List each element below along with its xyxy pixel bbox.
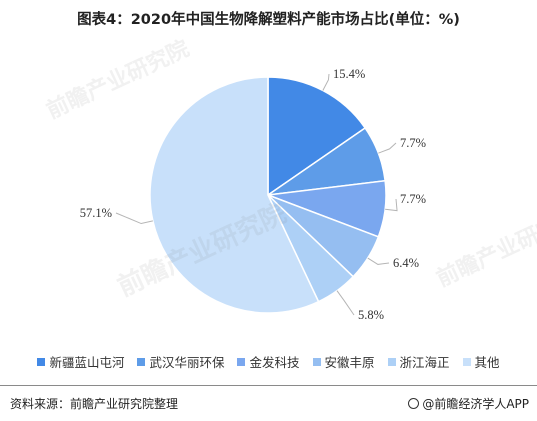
legend-label-3: 金发科技 (249, 355, 300, 370)
leader-line-5 (336, 290, 355, 316)
data-label-1: 15.4% (333, 67, 365, 81)
leader-line-3 (385, 198, 398, 212)
pie-slices (149, 76, 387, 314)
data-label-6: 57.1% (80, 206, 112, 220)
data-label-5: 5.8% (358, 308, 384, 322)
legend-swatch-6 (462, 357, 471, 366)
legend-item-3: 金发科技 (237, 352, 300, 371)
chart-title: 图表4：2020年中国生物降解塑料产能市场占比(单位：%) (77, 12, 460, 28)
pie-chart: 15.4% 7.7% 7.7% 6.4% 5.8% 57.1% (80, 67, 426, 322)
brand-label: @前瞻经济学人APP (422, 397, 529, 411)
leader-line-4 (367, 257, 390, 265)
brand-logo-icon (408, 398, 420, 409)
pie-slice-6 (149, 76, 320, 314)
legend: 新疆蓝山屯河 武汉华丽环保 金发科技 安徽丰原 浙江海正 其他 (0, 352, 537, 371)
legend-label-2: 武汉华丽环保 (149, 355, 225, 370)
legend-label-1: 新疆蓝山屯河 (49, 355, 125, 370)
data-label-4: 6.4% (393, 256, 419, 270)
data-labels: 15.4% 7.7% 7.7% 6.4% 5.8% 57.1% (80, 67, 426, 322)
legend-label-4: 安徽丰原 (324, 355, 375, 370)
legend-item-6: 其他 (462, 352, 500, 371)
leader-line-6 (115, 212, 153, 225)
legend-item-2: 武汉华丽环保 (137, 352, 224, 371)
leader-line-1 (322, 73, 330, 91)
legend-swatch-2 (137, 357, 146, 366)
data-label-2: 7.7% (400, 136, 426, 150)
legend-label-6: 其他 (474, 355, 500, 370)
source-note: 资料来源：前瞻产业研究院整理 (10, 397, 179, 411)
legend-item-4: 安徽丰原 (312, 352, 375, 371)
pie-slice-1 (267, 76, 367, 197)
brand-credit: @前瞻经济学人APP (408, 395, 529, 412)
leader-line-2 (378, 142, 397, 154)
legend-swatch-4 (312, 357, 321, 366)
legend-swatch-1 (37, 357, 46, 366)
leader-lines (115, 73, 398, 316)
footer: 资料来源：前瞻产业研究院整理 @前瞻经济学人APP (0, 385, 537, 421)
data-label-3: 7.7% (400, 192, 426, 206)
legend-item-1: 新疆蓝山屯河 (37, 352, 124, 371)
legend-swatch-5 (387, 357, 396, 366)
legend-label-5: 浙江海正 (399, 355, 450, 370)
legend-swatch-3 (237, 357, 246, 366)
legend-item-5: 浙江海正 (387, 352, 450, 371)
